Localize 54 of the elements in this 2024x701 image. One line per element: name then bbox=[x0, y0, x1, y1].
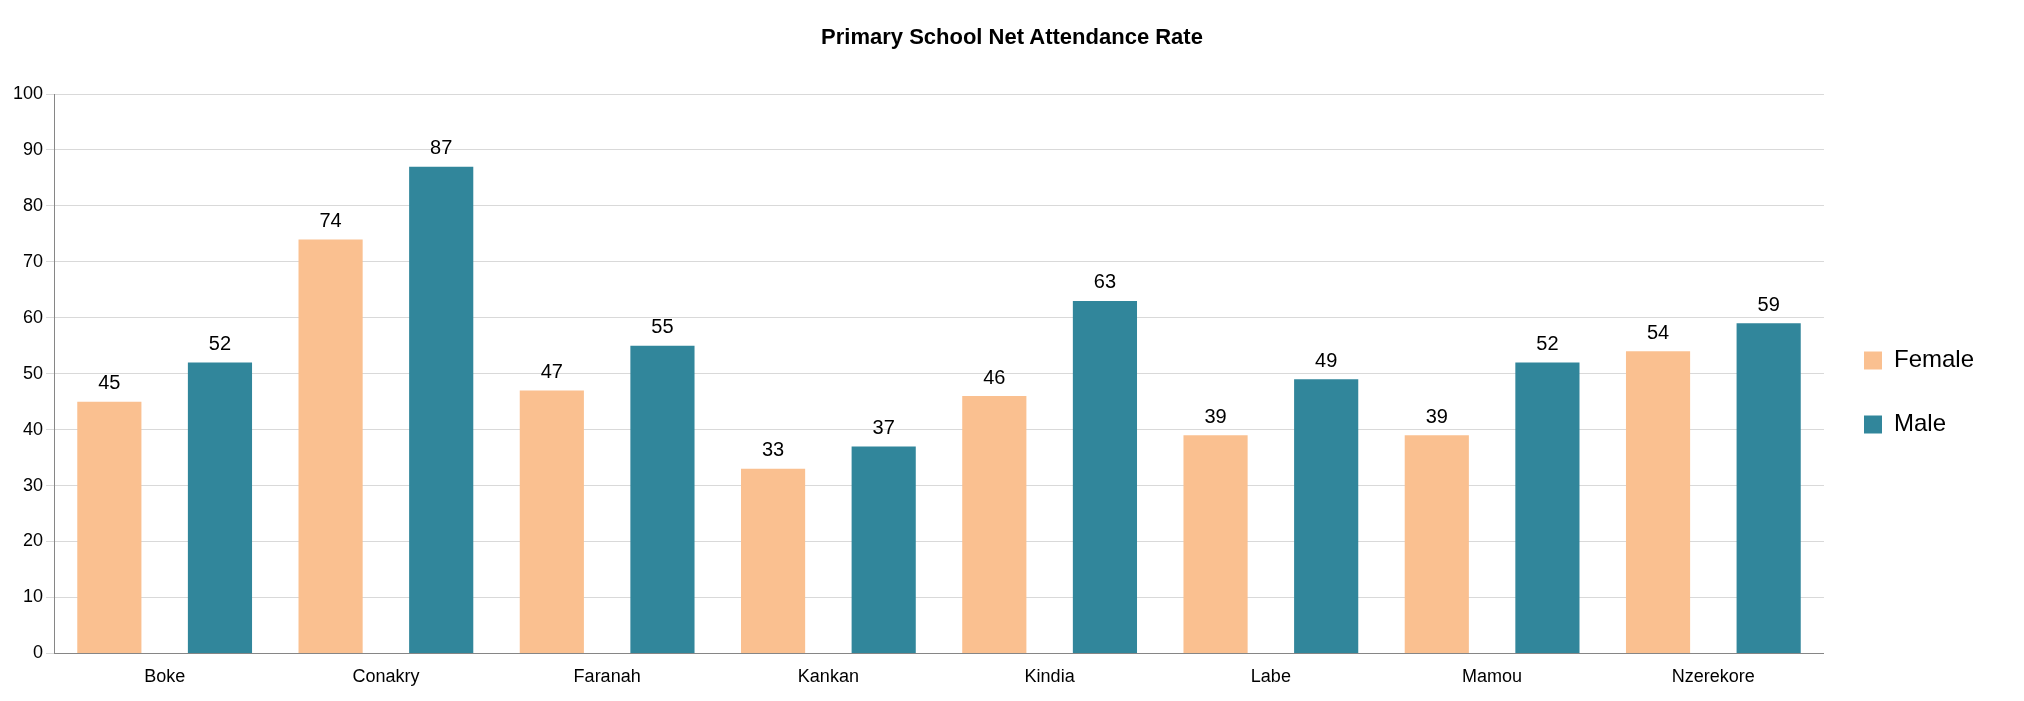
bar bbox=[1294, 379, 1359, 653]
x-tick-label: Conakry bbox=[352, 666, 420, 687]
bar bbox=[630, 345, 695, 653]
bar bbox=[519, 390, 584, 653]
x-tick-label: Labe bbox=[1250, 666, 1291, 687]
data-label: 74 bbox=[319, 208, 342, 231]
y-tick-label: 90 bbox=[23, 138, 44, 159]
data-label: 46 bbox=[983, 365, 1006, 388]
data-label: 49 bbox=[1315, 348, 1338, 371]
bar bbox=[1625, 351, 1691, 653]
data-label: 45 bbox=[98, 371, 121, 394]
chart-title: Primary School Net Attendance Rate bbox=[820, 23, 1204, 51]
bar bbox=[77, 401, 142, 653]
bar bbox=[851, 446, 916, 653]
x-tick-label: Nzerekore bbox=[1671, 666, 1755, 687]
bar bbox=[1404, 435, 1469, 653]
y-tick-label: 60 bbox=[23, 306, 44, 327]
bar bbox=[1736, 323, 1801, 653]
y-tick-label: 40 bbox=[23, 418, 44, 439]
data-label: 54 bbox=[1646, 320, 1670, 343]
bar bbox=[1183, 435, 1248, 653]
y-tick-label: 10 bbox=[23, 586, 44, 607]
data-label: 47 bbox=[540, 360, 563, 382]
data-label: 55 bbox=[651, 315, 674, 338]
data-label: 87 bbox=[430, 136, 453, 159]
x-tick-label: Mamou bbox=[1462, 666, 1523, 687]
bar bbox=[409, 166, 474, 653]
data-label: 59 bbox=[1757, 292, 1780, 315]
y-tick-label: 70 bbox=[23, 250, 44, 271]
data-label: 39 bbox=[1425, 404, 1448, 427]
x-tick-label: Kindia bbox=[1024, 666, 1076, 687]
bar bbox=[962, 396, 1027, 653]
y-tick-label: 50 bbox=[23, 362, 44, 383]
y-tick-label: 30 bbox=[23, 474, 44, 495]
x-tick-label: Faranah bbox=[573, 666, 641, 687]
bar bbox=[298, 239, 363, 653]
data-label: 63 bbox=[1093, 270, 1117, 293]
y-tick-label: 0 bbox=[33, 642, 44, 663]
legend-label: Male bbox=[1893, 409, 1946, 437]
bar bbox=[1072, 300, 1138, 653]
x-tick-label: Kankan bbox=[797, 666, 859, 687]
data-label: 39 bbox=[1204, 404, 1227, 427]
x-tick-label: Boke bbox=[144, 666, 186, 687]
bar bbox=[187, 362, 253, 653]
legend-label: Female bbox=[1893, 345, 1974, 373]
y-tick-label: 80 bbox=[23, 194, 44, 215]
data-label: 52 bbox=[208, 332, 232, 355]
bar bbox=[740, 468, 806, 653]
y-tick-label: 20 bbox=[23, 530, 44, 551]
data-label: 37 bbox=[872, 415, 895, 438]
data-label: 33 bbox=[761, 438, 785, 461]
data-label: 52 bbox=[1536, 332, 1559, 355]
bar bbox=[1515, 362, 1580, 653]
y-tick-label: 100 bbox=[12, 82, 44, 103]
